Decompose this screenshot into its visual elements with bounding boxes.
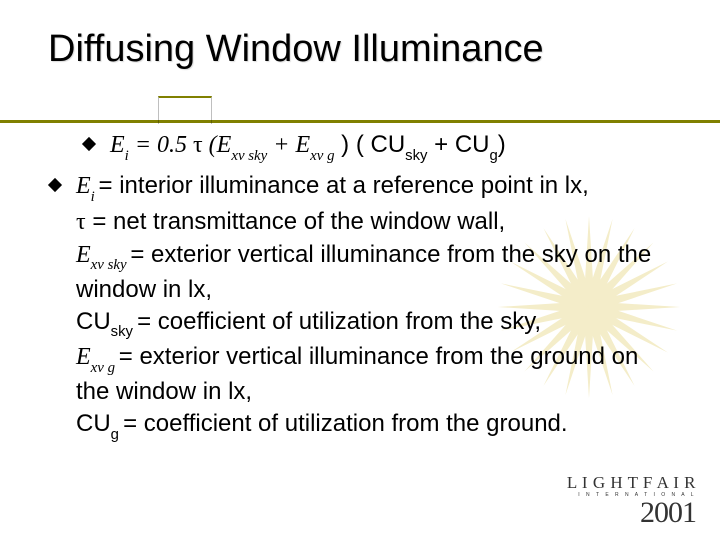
formula-text: ( [203,132,217,158]
def-text: = coefficient of utilization from the sk… [137,308,541,335]
def-text: = interior illuminance at a reference po… [99,172,589,199]
def-text: = exterior vertical illuminance from the… [76,241,651,303]
slide-title: Diffusing Window Illuminance [48,28,682,71]
definitions-block: Ei = interior illuminance at a reference… [76,170,682,443]
formula-text: sky [405,148,427,164]
formula-text: τ [193,132,203,158]
title-underline [0,120,720,123]
formula-text: xv sky [231,148,267,164]
bullet-icon [82,137,96,151]
formula-text: i [125,148,129,164]
formula-text: E [110,132,125,158]
formula-text: E [217,132,232,158]
slide: Diffusing Window Illuminance [0,0,720,540]
formula-text: g [490,148,498,164]
formula-text: ) ( CU [335,131,406,158]
def-text: τ [76,209,86,235]
formula-text: E [295,132,310,158]
bullet-icon [48,178,62,192]
formula-text: = 0.5 [129,132,193,158]
formula-text: xv g [310,148,334,164]
logo-subtitle: I N T E R N A T I O N A L [567,492,696,498]
def-text: sky [111,324,137,340]
def-text: E [76,173,91,199]
logo-year: 2001 [567,499,696,526]
content-area: Ei = 0.5 τ (Exv sky + Exv g ) ( CUsky + … [48,129,682,444]
def-text: E [76,242,91,268]
def-text: = exterior vertical illuminance from the… [76,343,638,405]
def-text: xv sky [91,257,131,273]
formula-text: + CU [427,131,489,158]
def-text: E [76,344,91,370]
def-text: g [111,427,123,443]
formula-text: ) [498,131,506,158]
def-text: CU [76,410,111,437]
logo-brand: L I G H T F A I R [567,473,696,493]
formula-line: Ei = 0.5 τ (Exv sky + Exv g ) ( CUsky + … [110,129,682,164]
def-text: xv g [91,360,119,376]
def-text: = coefficient of utilization from the gr… [123,410,567,437]
def-text: = net transmittance of the window wall, [86,208,506,235]
def-text: CU [76,308,111,335]
def-text: i [91,189,99,205]
footer-logo: L I G H T F A I R I N T E R N A T I O N … [567,473,696,526]
formula-text: + [267,132,295,158]
